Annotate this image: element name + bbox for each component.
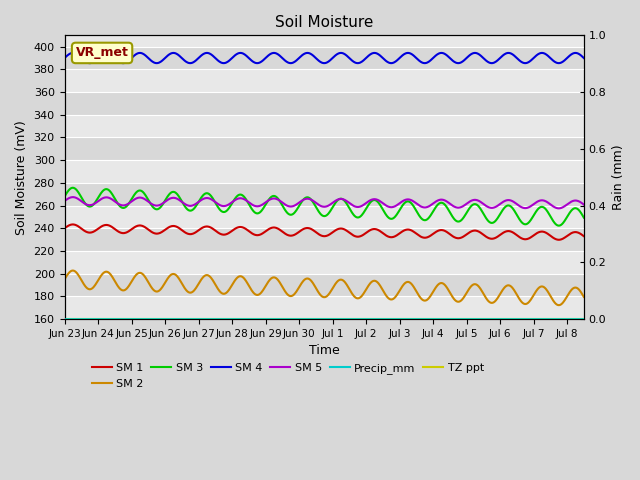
SM 1 (476, 229, 483, 235)
SM 4 (114, 58, 122, 63)
SM 3 (271, 193, 279, 199)
SM 1 (466, 229, 474, 235)
SM 4 (136, 50, 144, 56)
Line: SM 1: SM 1 (65, 225, 584, 240)
Precip_mm (271, 316, 278, 322)
Bar (65, 228, 584, 251)
Title: Soil Moisture: Soil Moisture (275, 15, 373, 30)
SM 4 (61, 55, 68, 61)
SM 5 (466, 199, 474, 204)
TZ ppt (271, 316, 278, 322)
SM 5 (114, 201, 122, 206)
TZ ppt (466, 316, 474, 322)
Bar (65, 251, 584, 274)
SM 2 (466, 285, 474, 290)
Bar (65, 115, 584, 137)
SM 1 (114, 228, 122, 234)
Precip_mm (61, 316, 68, 322)
SM 1 (555, 237, 563, 243)
Bar (65, 70, 584, 92)
SM 2 (114, 284, 122, 289)
SM 2 (61, 276, 68, 282)
SM 5 (61, 198, 68, 204)
SM 1 (418, 234, 426, 240)
TZ ppt (61, 316, 68, 322)
Bar (65, 92, 584, 115)
SM 4 (419, 60, 426, 65)
SM 4 (580, 55, 588, 61)
SM 1 (61, 226, 68, 231)
Precip_mm (466, 316, 474, 322)
SM 3 (69, 185, 77, 191)
Line: SM 3: SM 3 (65, 188, 584, 226)
SM 1 (271, 225, 279, 230)
SM 4 (291, 59, 298, 65)
TZ ppt (475, 316, 483, 322)
Bar (65, 183, 584, 205)
SM 1 (290, 232, 298, 238)
Legend: SM 1, SM 2, SM 3, SM 4, SM 5, Precip_mm, TZ ppt: SM 1, SM 2, SM 3, SM 4, SM 5, Precip_mm,… (87, 359, 488, 393)
SM 3 (466, 204, 474, 210)
Bar (65, 274, 584, 296)
Precip_mm (580, 316, 588, 322)
Line: SM 5: SM 5 (65, 197, 584, 208)
Precip_mm (289, 316, 297, 322)
TZ ppt (289, 316, 297, 322)
SM 2 (290, 292, 298, 298)
SM 3 (61, 193, 68, 199)
SM 2 (555, 302, 563, 308)
SM 3 (114, 201, 122, 207)
Line: SM 4: SM 4 (65, 53, 584, 63)
Bar (65, 47, 584, 70)
SM 3 (290, 211, 298, 216)
Precip_mm (114, 316, 122, 322)
SM 1 (69, 222, 77, 228)
SM 4 (271, 50, 279, 56)
SM 4 (287, 60, 294, 66)
SM 2 (418, 296, 426, 302)
SM 2 (271, 275, 279, 280)
X-axis label: Time: Time (309, 344, 340, 357)
SM 2 (476, 284, 483, 290)
SM 4 (467, 52, 474, 58)
Text: VR_met: VR_met (76, 47, 129, 60)
SM 5 (555, 205, 563, 211)
TZ ppt (417, 316, 425, 322)
SM 1 (580, 233, 588, 239)
Line: SM 2: SM 2 (65, 271, 584, 305)
SM 3 (476, 204, 483, 210)
Bar (65, 205, 584, 228)
SM 5 (271, 196, 279, 202)
SM 5 (418, 204, 426, 210)
SM 5 (476, 198, 483, 204)
SM 5 (290, 203, 298, 209)
Bar (65, 160, 584, 183)
SM 2 (580, 294, 588, 300)
SM 5 (580, 202, 588, 207)
Bar (65, 296, 584, 319)
Precip_mm (417, 316, 425, 322)
Y-axis label: Soil Moisture (mV): Soil Moisture (mV) (15, 120, 28, 235)
SM 2 (69, 268, 77, 274)
SM 3 (580, 215, 588, 220)
TZ ppt (580, 316, 588, 322)
SM 4 (476, 52, 484, 58)
Bar (65, 137, 584, 160)
TZ ppt (114, 316, 122, 322)
SM 5 (69, 194, 77, 200)
SM 3 (555, 223, 563, 228)
Y-axis label: Rain (mm): Rain (mm) (612, 144, 625, 210)
SM 3 (418, 216, 426, 222)
Precip_mm (475, 316, 483, 322)
